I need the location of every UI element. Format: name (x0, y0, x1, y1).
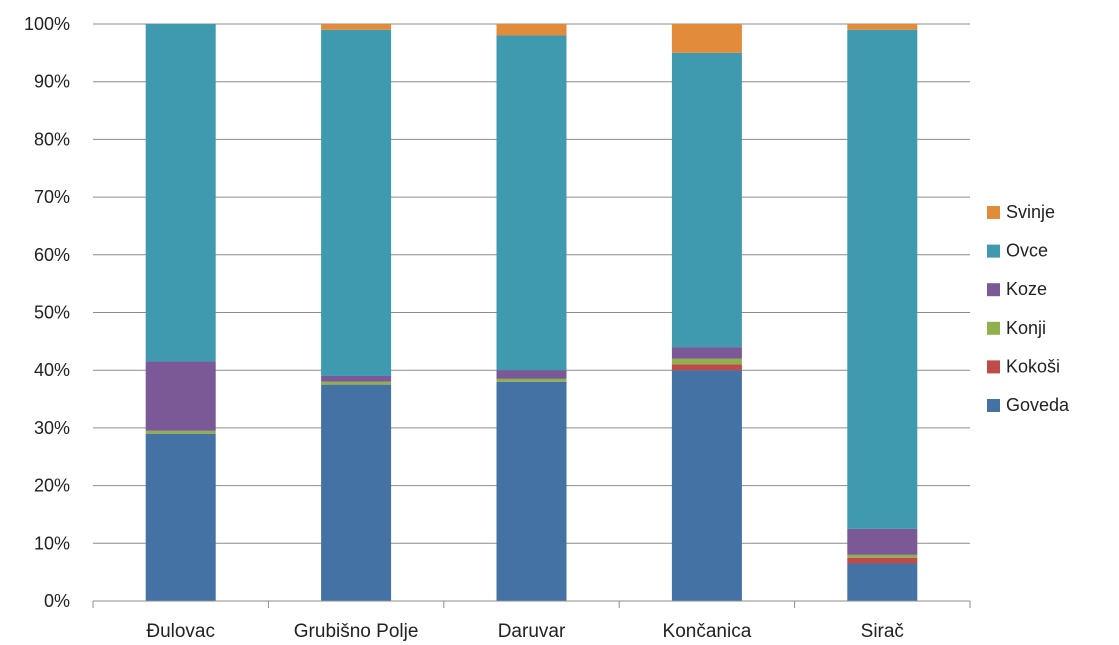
bar-segment-ovce (847, 29, 918, 529)
legend-item-kokoši: Kokoši (987, 356, 1060, 376)
bar-segment-goveda (847, 563, 918, 601)
legend-label: Ovce (1006, 241, 1048, 261)
bar-segment-konji (321, 381, 392, 385)
y-tick-label: 70% (34, 187, 70, 207)
bars (145, 24, 918, 601)
bar-segment-goveda (496, 381, 567, 601)
bar-segment-koze (496, 370, 567, 379)
y-tick-label: 30% (34, 418, 70, 438)
bar-segment-ovce (671, 52, 742, 348)
legend-item-svinje: Svinje (987, 202, 1055, 222)
y-axis-tick-labels: 0% 10% 20% 30% 40% 50% 60% 70% 80% 90% 100% (24, 14, 70, 611)
y-tick-label: 50% (34, 303, 70, 323)
x-category-label: Sirač (861, 621, 904, 642)
legend-swatch (987, 206, 1000, 219)
x-category-label: Đulovac (146, 621, 215, 642)
bar-segment-svinje (496, 24, 567, 36)
y-tick-label: 20% (34, 476, 70, 496)
y-tick-label: 60% (34, 245, 70, 265)
bar-segment-konji (145, 430, 216, 434)
bar-segment-svinje (671, 24, 742, 53)
legend-item-koze: Koze (987, 279, 1047, 299)
bar-segment-koze (321, 375, 392, 382)
legend-swatch (987, 321, 1000, 335)
x-category-label: Daruvar (498, 621, 566, 642)
y-tick-label: 100% (24, 14, 70, 34)
legend-swatch (987, 283, 1000, 297)
legend-item-ovce: Ovce (987, 241, 1048, 261)
y-tick-label: 10% (34, 533, 70, 553)
bar-segment-ovce (145, 24, 216, 362)
bar-segment-goveda (321, 384, 392, 601)
x-axis (92, 600, 971, 608)
bar-segment-konji (671, 358, 742, 365)
bar-segment-kokoši (671, 364, 742, 371)
bar-segment-goveda (671, 370, 742, 601)
legend-label: Goveda (1006, 395, 1070, 415)
bar-segment-koze (671, 347, 742, 359)
legend: Svinje Ovce Koze Konji Kokoši Goveda (987, 202, 1070, 415)
legend-item-goveda: Goveda (987, 395, 1070, 415)
bar-segment-ovce (321, 29, 392, 376)
legend-item-konji: Konji (987, 318, 1046, 338)
bar-segment-svinje (321, 24, 392, 30)
legend-label: Konji (1006, 318, 1046, 338)
legend-swatch (987, 399, 1000, 412)
x-category-label: Končanica (663, 621, 752, 642)
y-tick-label: 80% (34, 129, 70, 149)
legend-swatch (987, 244, 1000, 258)
bar-segment-koze (847, 528, 918, 555)
legend-label: Svinje (1006, 202, 1055, 222)
x-axis-category-labels: Đulovac Grubišno Polje Daruvar Končanica Sir… (146, 621, 904, 642)
x-category-label: Grubišno Polje (294, 621, 419, 642)
bar-segment-ovce (496, 35, 567, 371)
bar-segment-svinje (847, 24, 918, 30)
bar-segment-koze (145, 361, 216, 431)
y-tick-label: 40% (34, 360, 70, 380)
legend-label: Koze (1006, 279, 1047, 299)
bar-segment-goveda (145, 433, 216, 601)
bar-segment-konji (496, 378, 567, 382)
legend-label: Kokoši (1006, 356, 1060, 376)
y-tick-label: 90% (34, 72, 70, 92)
legend-swatch (987, 360, 1000, 374)
bar-segment-kokoši (847, 557, 918, 564)
y-tick-label: 0% (44, 591, 70, 611)
bar-segment-konji (847, 554, 918, 558)
